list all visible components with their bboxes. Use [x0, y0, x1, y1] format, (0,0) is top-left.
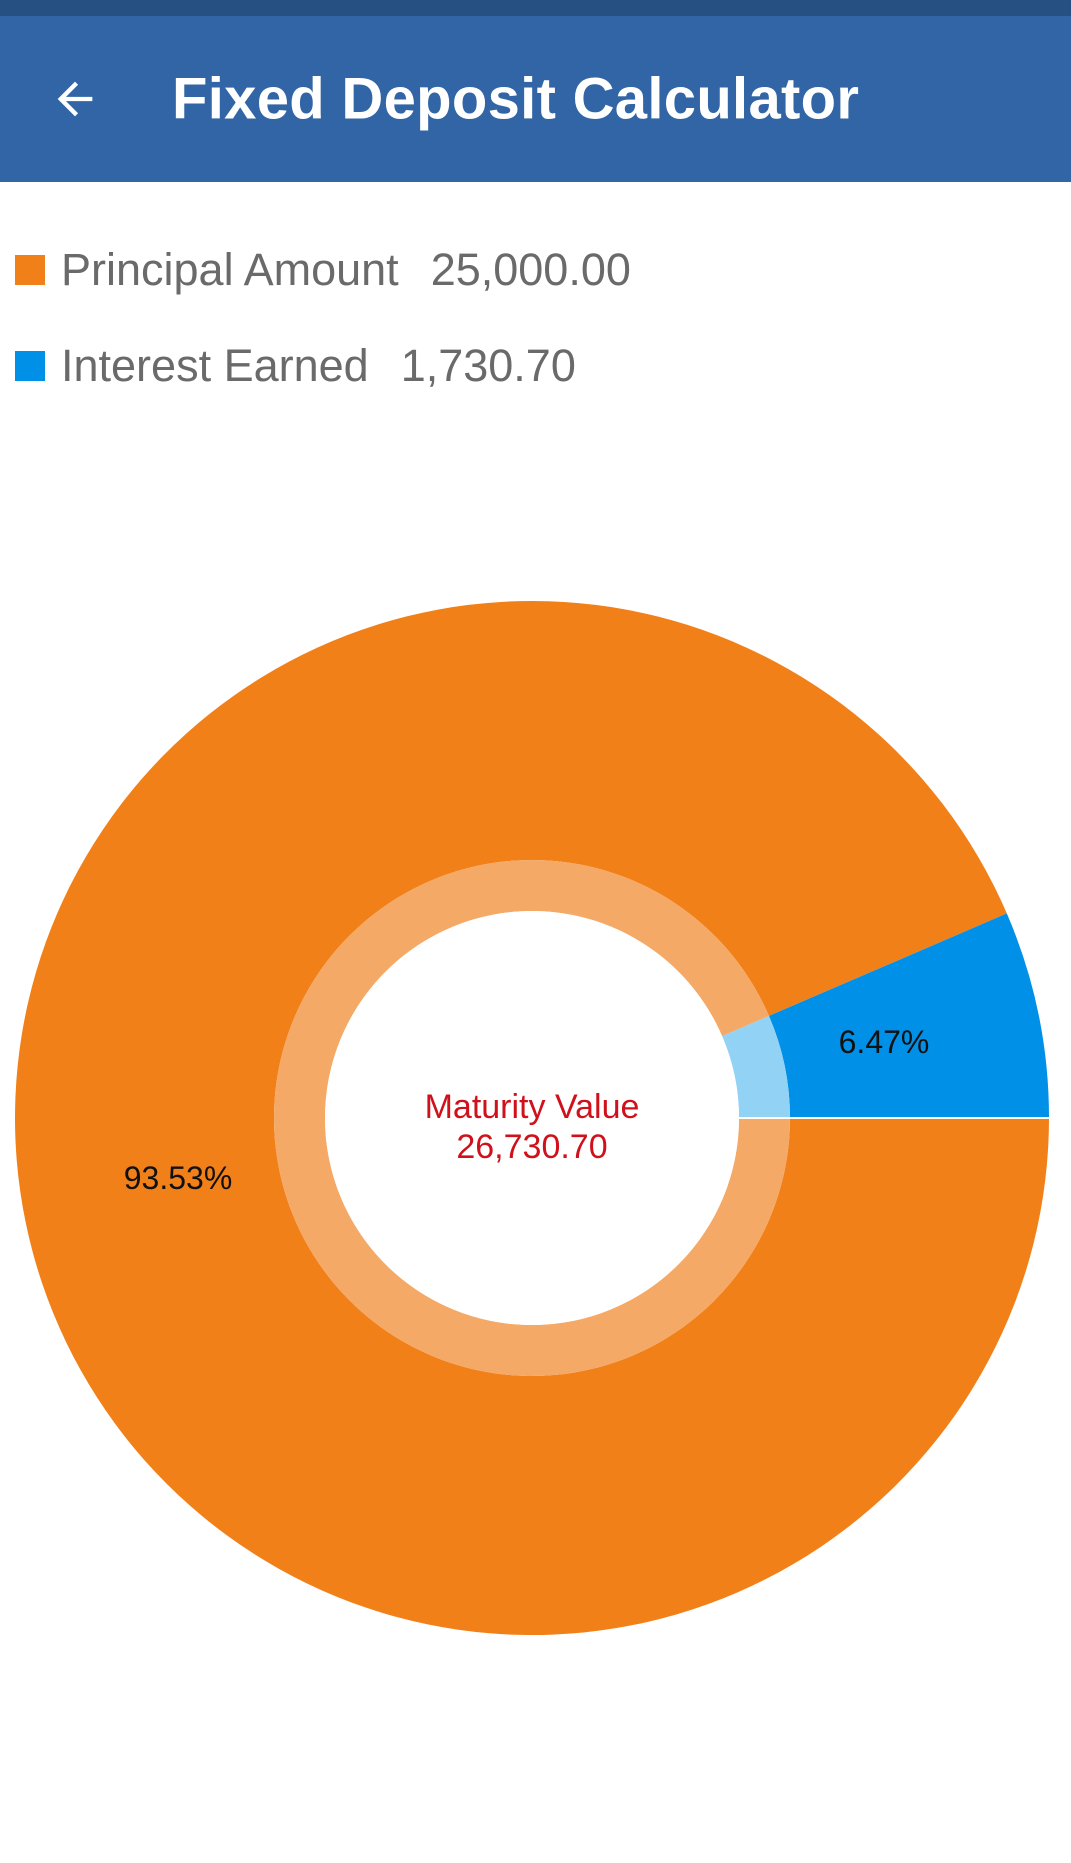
interest-swatch [15, 351, 45, 381]
interest-slice[interactable] [768, 913, 1049, 1118]
principal-slice[interactable] [14, 601, 1049, 1636]
legend-value: 25,000.00 [430, 244, 631, 295]
donut-hole [325, 911, 739, 1325]
principal-swatch [15, 255, 45, 285]
back-button[interactable] [40, 64, 110, 134]
legend-item-principal: Principal Amount 25,000.00 [15, 222, 631, 318]
app-bar: Fixed Deposit Calculator [0, 16, 1071, 182]
maturity-value-label: Maturity Value [425, 1088, 640, 1126]
chart-legend: Principal Amount 25,000.00 Interest Earn… [15, 222, 631, 414]
interest-percent-label: 6.47% [839, 1024, 930, 1060]
legend-item-interest: Interest Earned 1,730.70 [15, 318, 631, 414]
legend-value: 1,730.70 [400, 340, 576, 391]
interest-inner-ring [722, 1015, 790, 1118]
arrow-left-icon [57, 81, 93, 117]
status-bar [0, 0, 1071, 16]
principal-percent-label: 93.53% [124, 1160, 233, 1196]
maturity-value-amount: 26,730.70 [456, 1128, 607, 1166]
page-title: Fixed Deposit Calculator [172, 66, 860, 132]
legend-label: Interest Earned [61, 340, 369, 391]
donut-chart[interactable]: 93.53% 6.47% Maturity Value 26,730.70 [0, 580, 1071, 1640]
legend-label: Principal Amount [61, 244, 399, 295]
